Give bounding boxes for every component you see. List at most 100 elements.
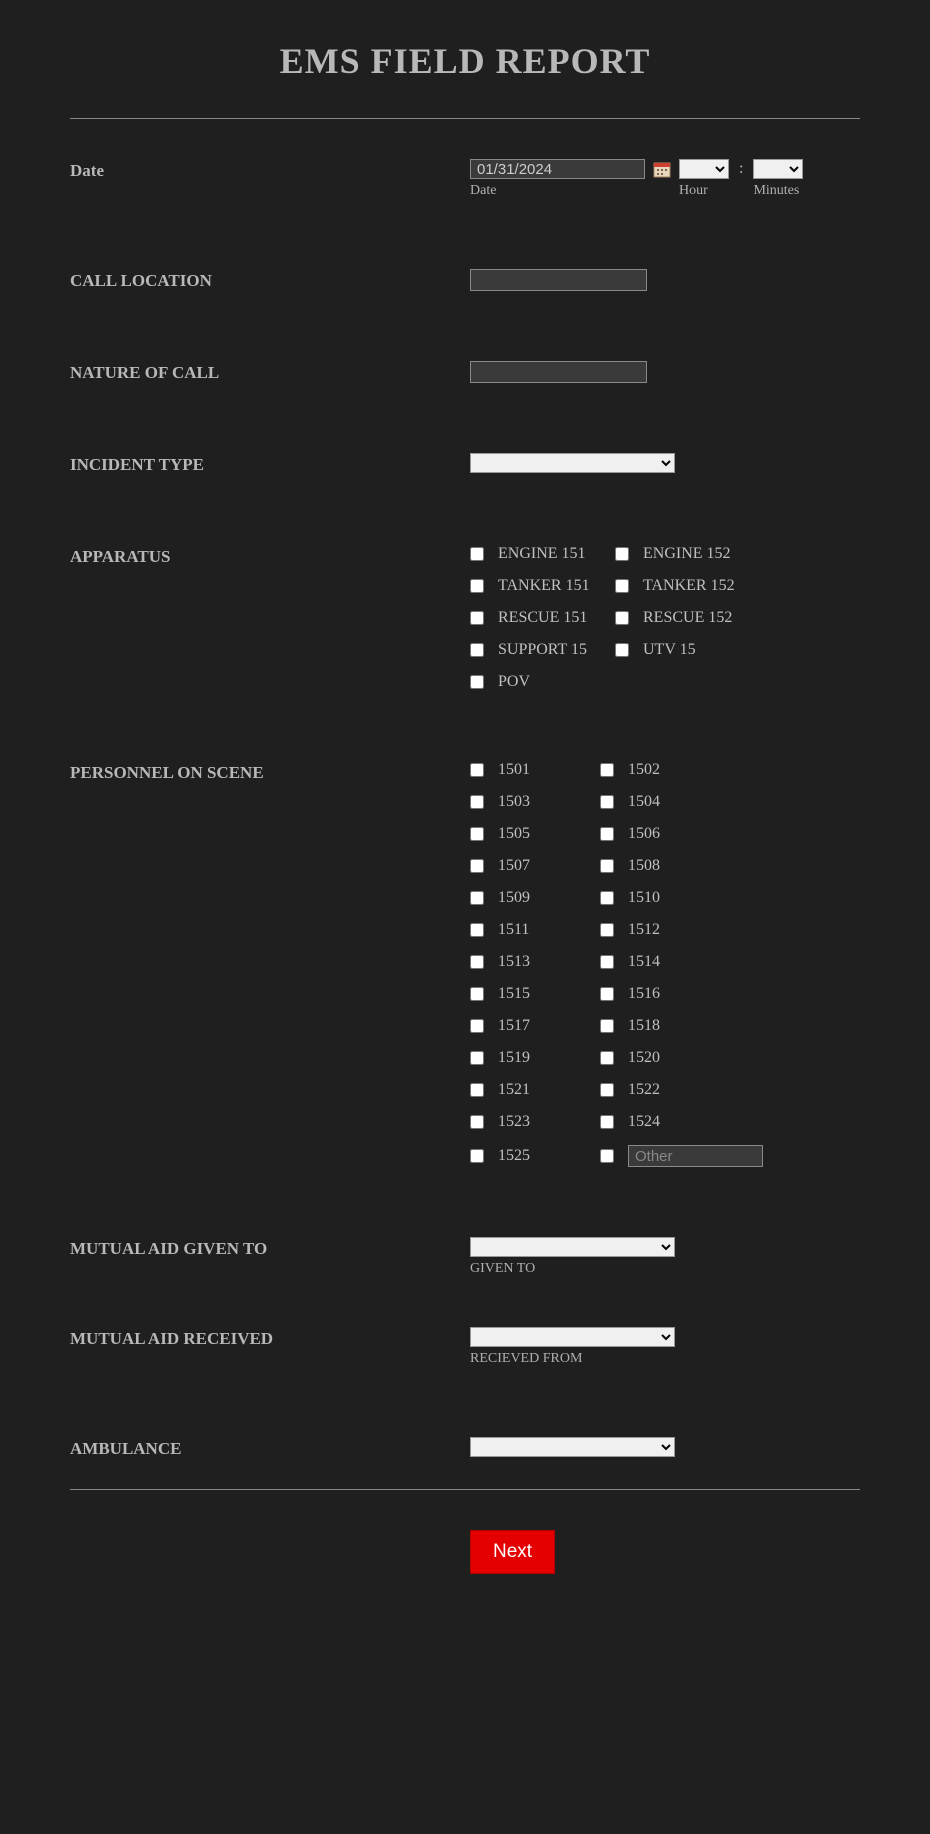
next-button[interactable]: Next <box>470 1530 555 1574</box>
personnel-checkbox[interactable] <box>600 923 614 937</box>
personnel-checkbox[interactable] <box>600 891 614 905</box>
mutual-aid-given-sublabel: GIVEN TO <box>470 1261 860 1277</box>
calendar-icon[interactable] <box>653 160 671 178</box>
incident-type-select[interactable] <box>470 453 675 473</box>
personnel-option-label: 1508 <box>628 857 660 875</box>
personnel-other-checkbox[interactable] <box>600 1149 614 1163</box>
personnel-item[interactable]: 1512 <box>600 921 780 939</box>
personnel-item[interactable]: 1518 <box>600 1017 780 1035</box>
apparatus-checkbox[interactable] <box>470 547 484 561</box>
personnel-checkbox[interactable] <box>470 859 484 873</box>
apparatus-item[interactable]: RESCUE 152 <box>615 609 760 627</box>
personnel-item[interactable]: 1504 <box>600 793 780 811</box>
personnel-item[interactable]: 1515 <box>470 985 600 1003</box>
apparatus-checkbox[interactable] <box>615 611 629 625</box>
personnel-checkbox[interactable] <box>600 987 614 1001</box>
personnel-checkbox[interactable] <box>600 795 614 809</box>
apparatus-item[interactable]: RESCUE 151 <box>470 609 615 627</box>
personnel-item[interactable]: 1513 <box>470 953 600 971</box>
personnel-item[interactable]: 1510 <box>600 889 780 907</box>
personnel-option-label: 1515 <box>498 985 530 1003</box>
personnel-checkbox[interactable] <box>470 1083 484 1097</box>
time-colon: : <box>737 159 745 179</box>
personnel-label: PERSONNEL ON SCENE <box>70 761 470 783</box>
personnel-checkbox[interactable] <box>470 763 484 777</box>
personnel-checkbox[interactable] <box>600 859 614 873</box>
personnel-checkbox[interactable] <box>470 955 484 969</box>
personnel-item[interactable]: 1514 <box>600 953 780 971</box>
mutual-aid-received-select[interactable] <box>470 1327 675 1347</box>
personnel-checkbox[interactable] <box>470 891 484 905</box>
personnel-item[interactable]: 1522 <box>600 1081 780 1099</box>
personnel-checkbox[interactable] <box>600 1115 614 1129</box>
personnel-item[interactable]: 1509 <box>470 889 600 907</box>
apparatus-checkbox[interactable] <box>470 611 484 625</box>
date-sublabel: Date <box>470 183 645 199</box>
personnel-checkbox[interactable] <box>600 955 614 969</box>
date-label: Date <box>70 159 470 181</box>
personnel-item[interactable]: 1516 <box>600 985 780 1003</box>
personnel-option-label: 1517 <box>498 1017 530 1035</box>
mutual-aid-given-select[interactable] <box>470 1237 675 1257</box>
apparatus-item[interactable]: TANKER 152 <box>615 577 760 595</box>
personnel-checkbox[interactable] <box>470 923 484 937</box>
personnel-checkbox[interactable] <box>600 1051 614 1065</box>
apparatus-item[interactable]: POV <box>470 673 615 691</box>
personnel-item[interactable]: 1521 <box>470 1081 600 1099</box>
personnel-item[interactable]: 1519 <box>470 1049 600 1067</box>
personnel-option-label: 1514 <box>628 953 660 971</box>
personnel-item[interactable]: 1506 <box>600 825 780 843</box>
personnel-item[interactable]: 1503 <box>470 793 600 811</box>
personnel-checkbox[interactable] <box>600 763 614 777</box>
apparatus-item[interactable]: TANKER 151 <box>470 577 615 595</box>
apparatus-checkbox[interactable] <box>470 579 484 593</box>
personnel-item[interactable]: 1524 <box>600 1113 780 1131</box>
apparatus-item[interactable]: ENGINE 152 <box>615 545 760 563</box>
hour-select[interactable] <box>679 159 729 179</box>
personnel-option-label: 1524 <box>628 1113 660 1131</box>
personnel-checkbox[interactable] <box>470 1019 484 1033</box>
nature-of-call-label: NATURE OF CALL <box>70 361 470 383</box>
personnel-item[interactable]: 1507 <box>470 857 600 875</box>
minutes-select[interactable] <box>753 159 803 179</box>
personnel-item[interactable]: 1517 <box>470 1017 600 1035</box>
apparatus-option-label: UTV 15 <box>643 641 696 659</box>
call-location-input[interactable] <box>470 269 647 291</box>
apparatus-checkbox[interactable] <box>615 547 629 561</box>
apparatus-item[interactable]: SUPPORT 15 <box>470 641 615 659</box>
personnel-other-input[interactable] <box>628 1145 763 1167</box>
personnel-option-label: 1511 <box>498 921 529 939</box>
personnel-checkbox[interactable] <box>470 1051 484 1065</box>
apparatus-checkbox[interactable] <box>470 643 484 657</box>
personnel-checkbox[interactable] <box>470 987 484 1001</box>
personnel-checkbox[interactable] <box>470 827 484 841</box>
date-input[interactable] <box>470 159 645 179</box>
personnel-checkbox[interactable] <box>600 1083 614 1097</box>
personnel-checkbox[interactable] <box>600 1019 614 1033</box>
personnel-other-item[interactable] <box>600 1145 780 1167</box>
personnel-item[interactable]: 1523 <box>470 1113 600 1131</box>
ambulance-select[interactable] <box>470 1437 675 1457</box>
personnel-item[interactable]: 1501 <box>470 761 600 779</box>
personnel-item[interactable]: 1511 <box>470 921 600 939</box>
apparatus-item[interactable]: UTV 15 <box>615 641 760 659</box>
personnel-checkbox[interactable] <box>470 1115 484 1129</box>
personnel-checkbox[interactable] <box>600 827 614 841</box>
personnel-item[interactable]: 1520 <box>600 1049 780 1067</box>
apparatus-checkbox[interactable] <box>615 579 629 593</box>
divider-bottom <box>70 1489 860 1490</box>
personnel-item[interactable]: 1525 <box>470 1145 600 1167</box>
personnel-item[interactable]: 1505 <box>470 825 600 843</box>
apparatus-checkbox[interactable] <box>470 675 484 689</box>
apparatus-checkbox[interactable] <box>615 643 629 657</box>
apparatus-option-label: POV <box>498 673 530 691</box>
personnel-option-label: 1502 <box>628 761 660 779</box>
personnel-checkbox[interactable] <box>470 1149 484 1163</box>
personnel-item[interactable]: 1502 <box>600 761 780 779</box>
personnel-checkbox[interactable] <box>470 795 484 809</box>
apparatus-option-label: ENGINE 151 <box>498 545 586 563</box>
nature-of-call-input[interactable] <box>470 361 647 383</box>
personnel-item[interactable]: 1508 <box>600 857 780 875</box>
apparatus-item[interactable]: ENGINE 151 <box>470 545 615 563</box>
apparatus-grid: ENGINE 151 ENGINE 152TANKER 151TANKER 152… <box>470 545 860 691</box>
